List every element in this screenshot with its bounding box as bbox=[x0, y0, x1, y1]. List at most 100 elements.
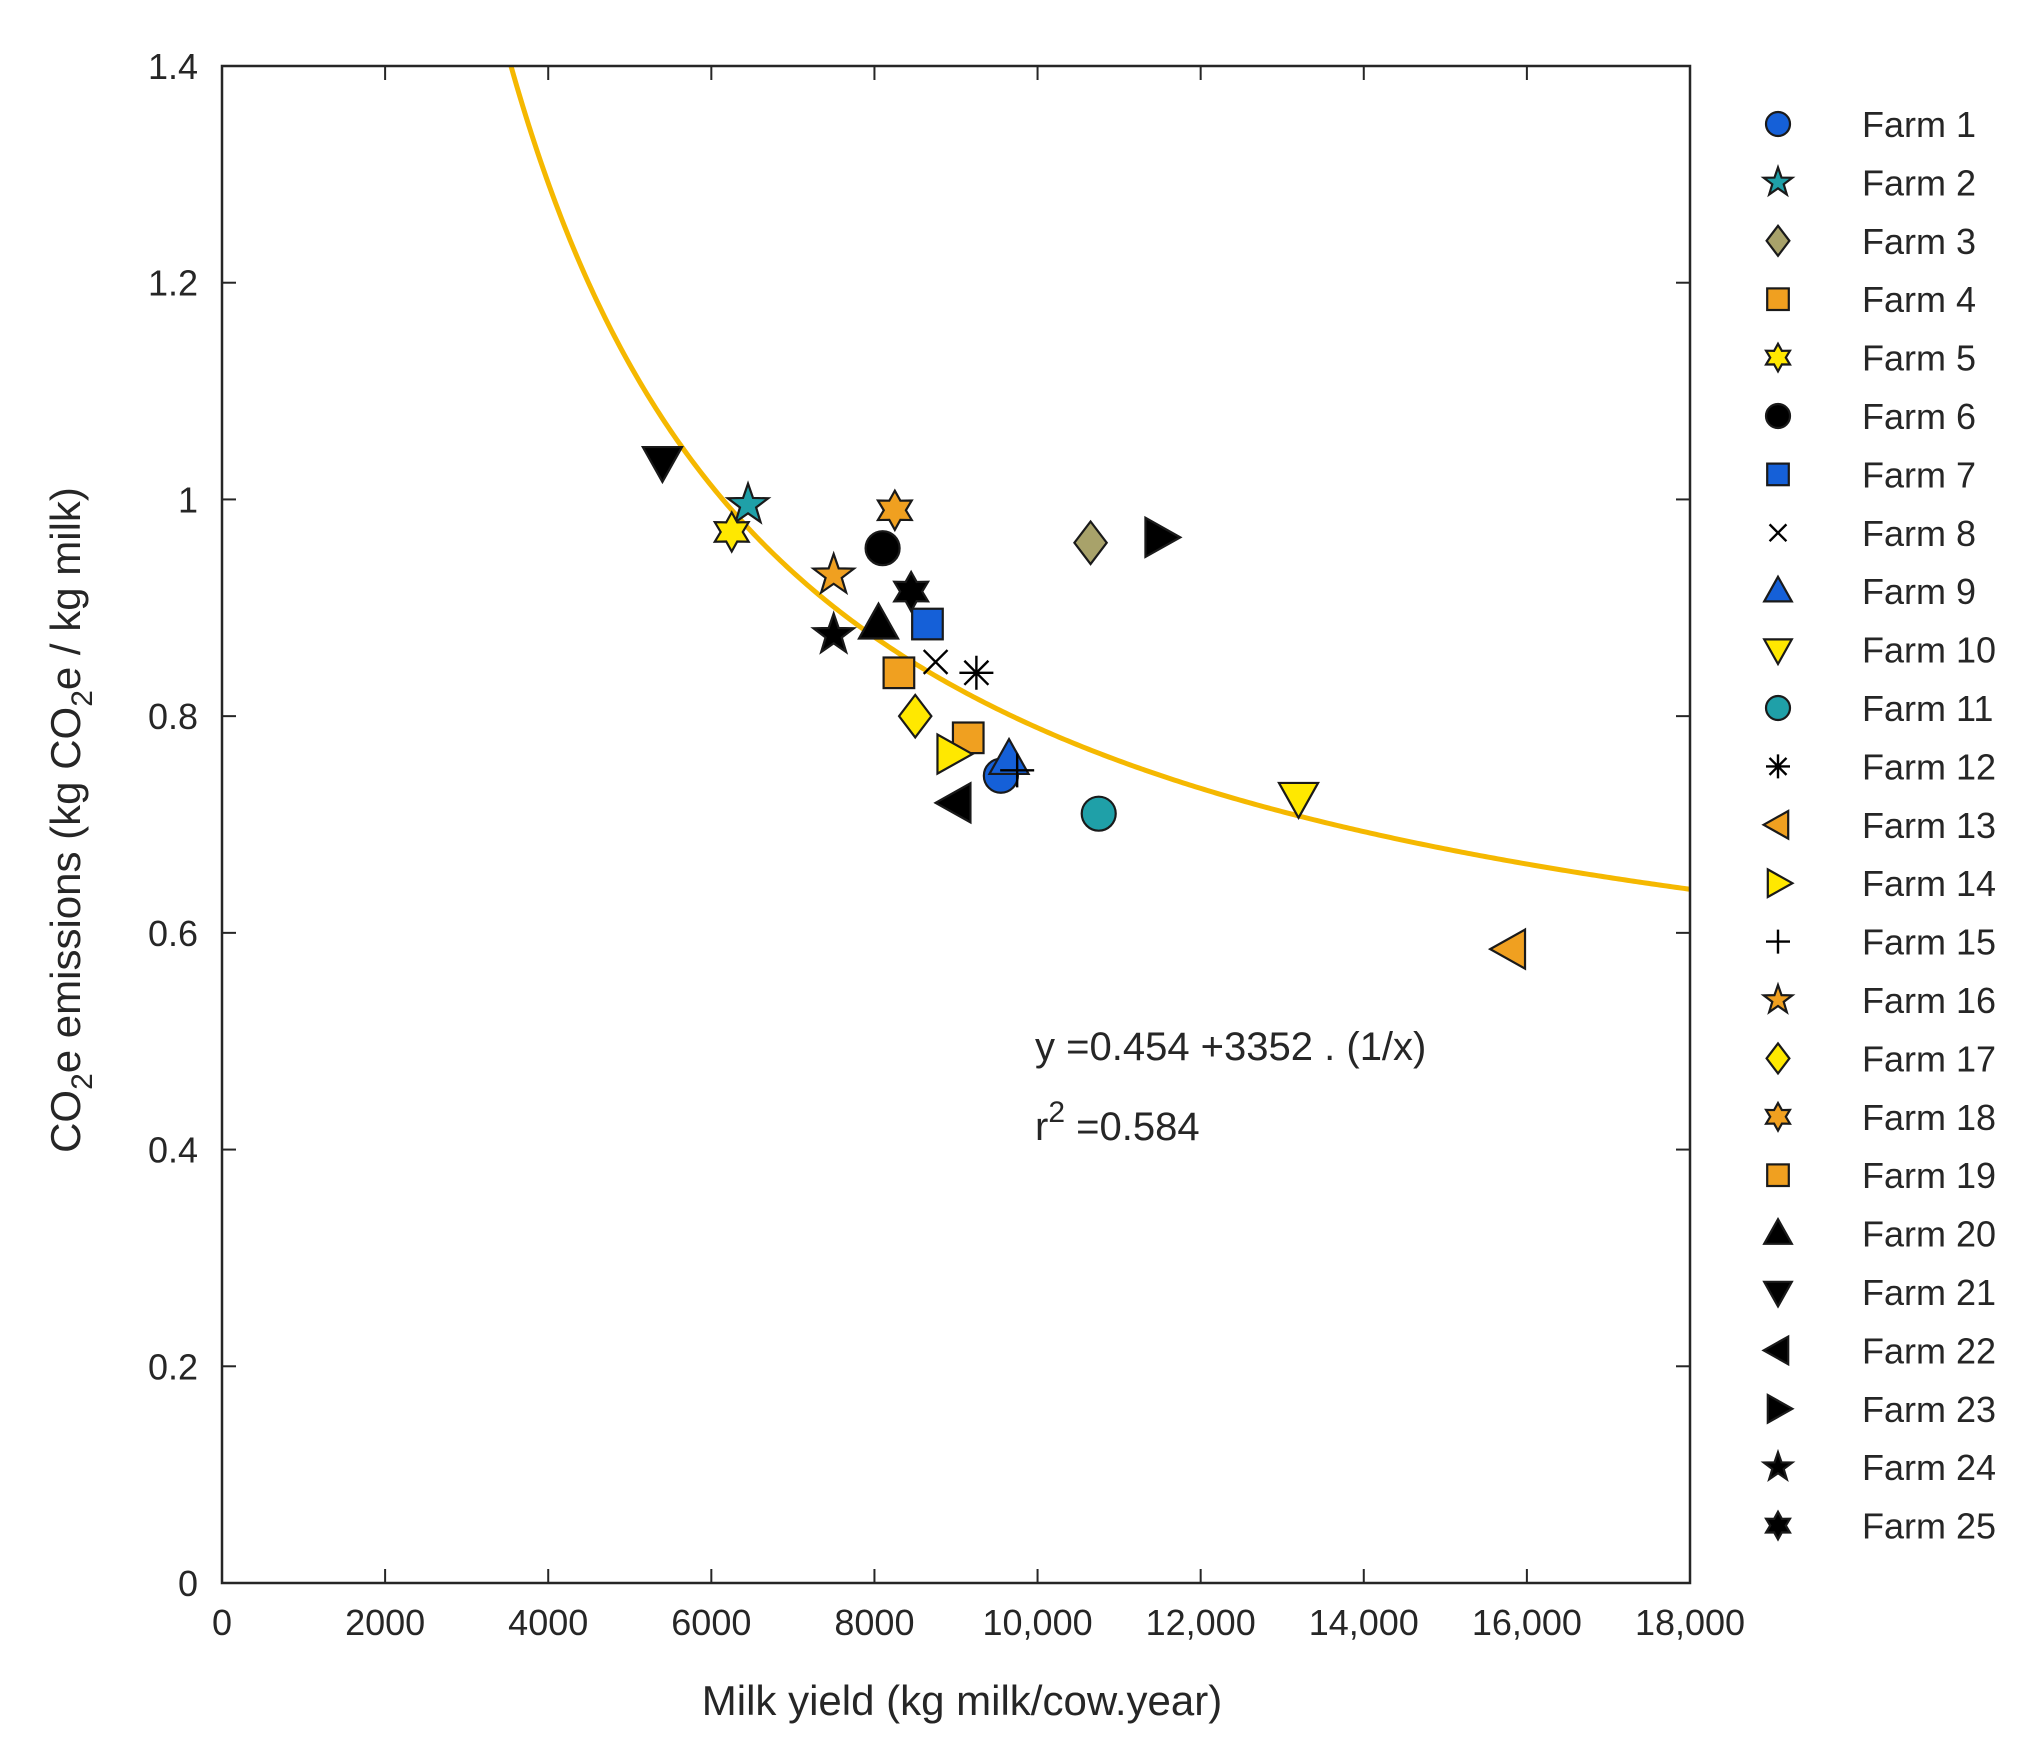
data-point-farm-9 bbox=[987, 736, 1031, 776]
legend-item-farm-18: Farm 18 bbox=[1764, 1097, 1996, 1138]
data-point-farm-19 bbox=[882, 656, 916, 690]
data-point-farm-11 bbox=[1080, 795, 1117, 832]
data-point-farm-7 bbox=[911, 607, 944, 641]
legend-item-farm-4: Farm 4 bbox=[1766, 279, 1976, 320]
y-tick-label: 0.6 bbox=[148, 913, 198, 954]
legend-label: Farm 7 bbox=[1862, 454, 1976, 495]
legend-item-farm-6: Farm 6 bbox=[1764, 396, 1976, 437]
legend-item-farm-22: Farm 22 bbox=[1761, 1330, 1996, 1371]
legend-label: Farm 17 bbox=[1862, 1038, 1996, 1079]
y-tick-label: 0.2 bbox=[148, 1346, 198, 1387]
data-point-farm-10 bbox=[1277, 781, 1320, 821]
data-point-farm-18 bbox=[875, 488, 914, 533]
legend-marker bbox=[1760, 164, 1796, 198]
legend-item-farm-10: Farm 10 bbox=[1762, 630, 1996, 671]
legend-item-farm-12: Farm 12 bbox=[1766, 746, 1996, 787]
data-point-farm-24 bbox=[810, 610, 858, 655]
legend-label: Farm 23 bbox=[1862, 1389, 1996, 1430]
legend-label: Farm 1 bbox=[1862, 104, 1976, 145]
legend-label: Farm 22 bbox=[1862, 1330, 1996, 1371]
legend-item-farm-15: Farm 15 bbox=[1766, 922, 1996, 963]
axis-ticks bbox=[221, 65, 1691, 1584]
legend-item-farm-13: Farm 13 bbox=[1761, 805, 1996, 846]
data-point-farm-22 bbox=[933, 781, 972, 825]
data-point-farm-21 bbox=[640, 445, 684, 485]
legend-item-farm-3: Farm 3 bbox=[1765, 221, 1976, 262]
legend-label: Farm 5 bbox=[1862, 338, 1976, 379]
legend-item-farm-11: Farm 11 bbox=[1764, 688, 1993, 729]
fit-equation: y =0.454 +3352 . (1/x) bbox=[1035, 1025, 1426, 1069]
data-point-farm-6 bbox=[864, 530, 901, 567]
y-tick-label: 0.4 bbox=[148, 1130, 198, 1171]
legend-item-farm-2: Farm 2 bbox=[1760, 162, 1976, 203]
legend-label: Farm 4 bbox=[1862, 279, 1976, 320]
legend-marker bbox=[1764, 1100, 1792, 1133]
legend-marker bbox=[1766, 754, 1790, 779]
legend-label: Farm 24 bbox=[1862, 1447, 1996, 1488]
fit-curve bbox=[508, 66, 1690, 892]
legend-marker bbox=[1761, 809, 1790, 841]
x-tick-label: 16,000 bbox=[1472, 1602, 1582, 1643]
data-point-farm-13 bbox=[1487, 927, 1527, 971]
y-tick-label: 1.4 bbox=[148, 46, 198, 87]
legend-label: Farm 3 bbox=[1862, 221, 1976, 262]
legend-marker bbox=[1762, 1280, 1794, 1309]
y-tick-labels: 0 0.2 0.4 0.6 0.8 1 1.2 1.4 bbox=[148, 46, 198, 1604]
legend-item-farm-9: Farm 9 bbox=[1762, 571, 1976, 612]
data-point-farm-8 bbox=[922, 649, 949, 675]
legend-marker bbox=[1766, 1163, 1790, 1188]
legend: Farm 1 Farm 2 Farm 3 Farm 4 Farm 5 Farm 6 Farm… bbox=[1760, 104, 1996, 1547]
legend-item-farm-8: Farm 8 bbox=[1768, 513, 1976, 554]
legend-marker bbox=[1764, 341, 1792, 374]
legend-label: Farm 18 bbox=[1862, 1097, 1996, 1138]
legend-label: Farm 25 bbox=[1862, 1506, 1996, 1547]
legend-item-farm-24: Farm 24 bbox=[1760, 1447, 1996, 1488]
x-tick-labels: 0 2000 4000 6000 8000 10,000 12,000 14,000 16,00… bbox=[212, 1602, 1745, 1643]
legend-label: Farm 16 bbox=[1862, 980, 1996, 1021]
legend-label: Farm 6 bbox=[1862, 396, 1976, 437]
x-tick-label: 8000 bbox=[834, 1602, 914, 1643]
legend-marker bbox=[1760, 1448, 1796, 1483]
y-tick-label: 1.2 bbox=[148, 263, 198, 304]
legend-marker bbox=[1764, 694, 1792, 722]
legend-label: Farm 11 bbox=[1862, 688, 1993, 729]
legend-marker bbox=[1766, 462, 1790, 487]
data-point-farm-14 bbox=[936, 732, 975, 776]
legend-item-farm-23: Farm 23 bbox=[1766, 1389, 1996, 1430]
x-tick-label: 18,000 bbox=[1635, 1602, 1745, 1643]
data-point-farm-12 bbox=[959, 655, 994, 690]
legend-label: Farm 8 bbox=[1862, 513, 1976, 554]
y-tick-label: 0.8 bbox=[148, 696, 198, 737]
legend-item-farm-17: Farm 17 bbox=[1765, 1038, 1996, 1079]
x-axis-title: Milk yield (kg milk/cow.year) bbox=[702, 1677, 1222, 1724]
legend-marker bbox=[1766, 867, 1795, 899]
legend-label: Farm 2 bbox=[1862, 162, 1976, 203]
x-tick-label: 2000 bbox=[345, 1602, 425, 1643]
legend-item-farm-25: Farm 25 bbox=[1764, 1506, 1996, 1547]
legend-marker bbox=[1761, 1334, 1790, 1367]
legend-label: Farm 9 bbox=[1862, 571, 1976, 612]
data-point-farm-25 bbox=[892, 569, 931, 614]
legend-marker bbox=[1768, 523, 1788, 543]
data-point-farm-2 bbox=[724, 480, 772, 525]
legend-marker bbox=[1766, 287, 1790, 312]
legend-marker bbox=[1762, 638, 1794, 667]
legend-label: Farm 20 bbox=[1862, 1214, 1996, 1255]
legend-marker bbox=[1762, 1216, 1794, 1245]
legend-item-farm-20: Farm 20 bbox=[1762, 1214, 1996, 1255]
legend-label: Farm 14 bbox=[1862, 863, 1996, 904]
legend-marker bbox=[1765, 1041, 1791, 1076]
x-tick-label: 6000 bbox=[671, 1602, 751, 1643]
legend-marker bbox=[1765, 223, 1791, 258]
legend-marker bbox=[1766, 929, 1790, 954]
legend-label: Farm 19 bbox=[1862, 1155, 1996, 1196]
plot-frame bbox=[220, 64, 1692, 1585]
legend-item-farm-14: Farm 14 bbox=[1766, 863, 1996, 904]
legend-marker bbox=[1760, 981, 1796, 1015]
fit-r-squared: r2 =0.584 bbox=[1035, 1096, 1200, 1149]
x-tick-label: 0 bbox=[212, 1602, 232, 1643]
data-point-farm-3 bbox=[1073, 519, 1109, 566]
legend-item-farm-1: Farm 1 bbox=[1764, 104, 1976, 145]
legend-item-farm-19: Farm 19 bbox=[1766, 1155, 1996, 1196]
data-point-farm-15 bbox=[1000, 753, 1035, 788]
